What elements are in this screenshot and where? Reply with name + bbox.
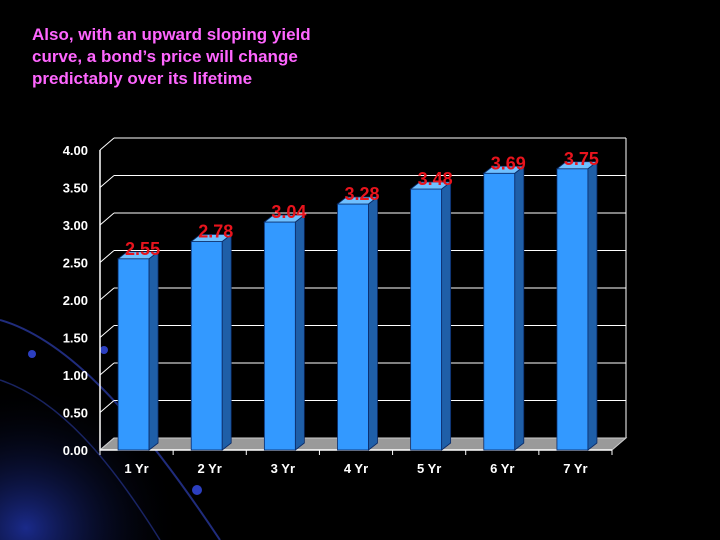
bar [337,203,369,451]
y-tick-label: 2.00 [63,293,88,308]
data-label: 2.78 [198,222,233,242]
x-tick-label: 4 Yr [344,461,368,476]
grid-diagonal [99,212,115,226]
y-tick-label: 1.50 [63,331,88,346]
y-tick-label: 0.50 [63,406,88,421]
bar-top [409,181,452,190]
bar-top [336,196,379,205]
x-tick-label: 6 Yr [490,461,514,476]
bar [117,258,150,451]
y-tick-label: 3.00 [63,218,88,233]
grid-diagonal [99,287,115,301]
grid-diagonal [99,250,115,263]
bar-top [482,165,525,174]
bar [263,221,296,451]
data-label: 3.48 [418,169,453,189]
y-tick-label: 1.00 [63,368,88,383]
bar-top [555,161,599,170]
bar [556,168,589,451]
data-label: 3.28 [344,184,379,204]
bar-side [441,181,452,451]
bar-top [263,214,306,223]
x-tick-label: 2 Yr [198,461,222,476]
bar-side [514,165,525,451]
bar-side [148,250,159,451]
slide-title: Also, with an upward sloping yield curve… [32,25,311,88]
grid-diagonal [99,362,115,376]
bar [190,241,223,451]
x-tick-label: 5 Yr [417,461,441,476]
grid-diagonal [99,137,115,151]
bar-side [221,233,232,451]
bar-top [190,234,233,242]
bar [410,188,443,451]
data-label: 3.75 [564,149,599,169]
x-tick-label: 1 Yr [124,461,148,476]
x-tick-label: 3 Yr [271,461,295,476]
bar-side [294,214,305,451]
grid-diagonal [99,325,115,338]
data-label: 3.04 [271,202,306,222]
y-tick-label: 0.00 [63,443,88,458]
bar-side [368,196,378,451]
bar [483,172,516,451]
bar-side [587,160,598,451]
data-label: 3.69 [491,153,526,173]
grid-diagonal [99,175,115,188]
y-tick-label: 2.50 [63,256,88,271]
y-tick-label: 4.00 [63,143,88,158]
data-label: 2.55 [125,239,160,259]
y-tick-label: 3.50 [63,181,88,196]
bar-top [116,251,160,260]
grid-diagonal [99,400,115,413]
x-tick-label: 7 Yr [563,461,587,476]
